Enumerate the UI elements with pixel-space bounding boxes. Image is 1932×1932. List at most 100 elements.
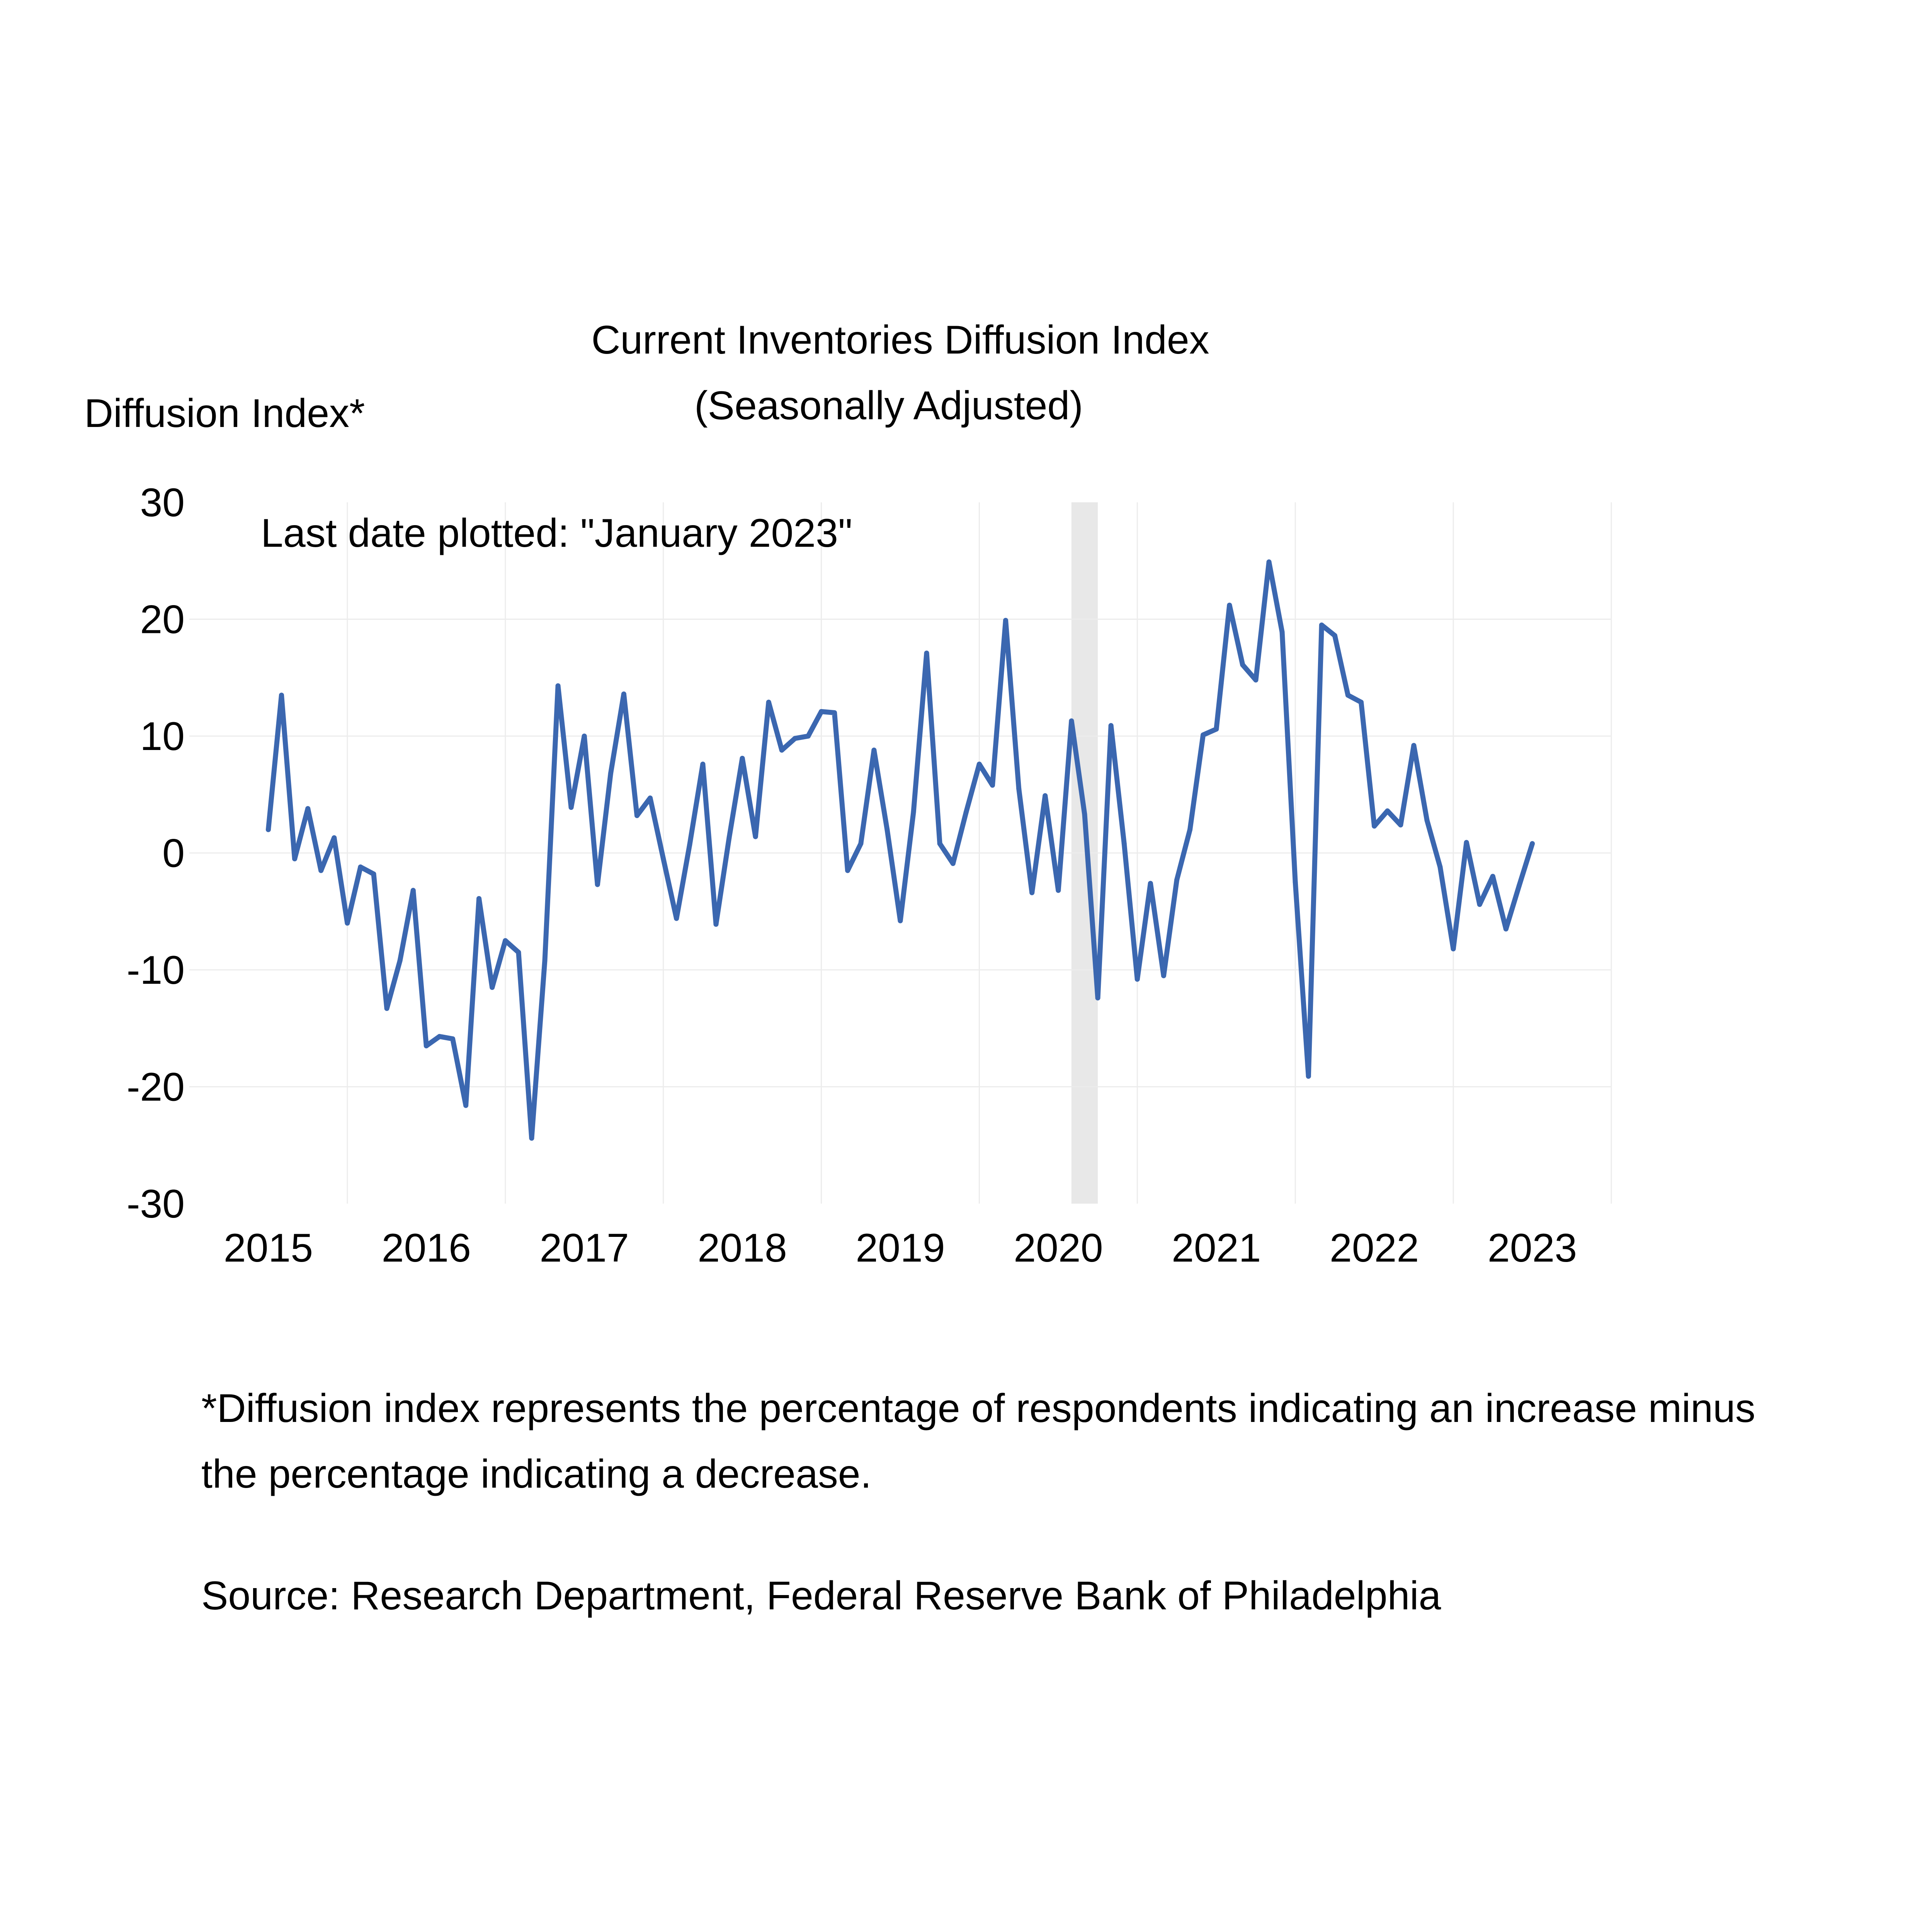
- data-point: [1490, 874, 1495, 879]
- data-point: [898, 918, 903, 923]
- data-point: [292, 856, 298, 862]
- data-point: [582, 733, 587, 739]
- data-point: [845, 868, 850, 873]
- chart-subtitle: (Seasonally Adjusted): [694, 383, 1083, 428]
- data-point: [1016, 786, 1022, 791]
- last-date-annotation: Last date plotted: "January 2023": [261, 511, 852, 556]
- data-point: [911, 810, 916, 815]
- data-point: [437, 1034, 442, 1039]
- y-tick-label: -20: [127, 1065, 185, 1110]
- data-point: [1464, 840, 1469, 845]
- y-tick-label: -10: [127, 948, 185, 993]
- data-point: [1411, 743, 1417, 748]
- data-point: [265, 827, 271, 832]
- data-point: [542, 958, 548, 963]
- data-point: [963, 810, 969, 815]
- data-point: [1398, 822, 1403, 828]
- y-axis-ticks: 30 20 10 0 -10 -20 -30: [127, 480, 185, 1226]
- data-point: [1148, 881, 1153, 886]
- data-point: [1227, 602, 1232, 608]
- data-point: [450, 1036, 455, 1041]
- data-point: [753, 834, 758, 839]
- data-point: [332, 835, 337, 840]
- data-point: [1503, 926, 1509, 932]
- data-point: [1134, 976, 1140, 982]
- data-point: [674, 916, 679, 921]
- data-point: [792, 736, 798, 741]
- data-point: [345, 920, 350, 926]
- data-point: [1424, 818, 1430, 823]
- x-tick-label: 2022: [1330, 1226, 1419, 1270]
- data-point: [1174, 877, 1180, 883]
- data-point: [819, 709, 824, 714]
- data-point: [1306, 1073, 1311, 1079]
- data-point: [595, 882, 600, 887]
- x-tick-label: 2020: [1014, 1226, 1103, 1270]
- data-point: [1043, 793, 1048, 798]
- data-point: [648, 795, 653, 801]
- data-point: [1517, 883, 1522, 888]
- data-points: [265, 559, 1535, 1141]
- data-point: [476, 896, 482, 901]
- data-point: [608, 771, 613, 776]
- data-point: [924, 650, 929, 656]
- data-point: [423, 1043, 429, 1049]
- data-point: [1437, 864, 1443, 870]
- y-tick-label: 0: [162, 831, 185, 876]
- data-point: [1029, 890, 1035, 895]
- data-point: [1240, 662, 1245, 667]
- y-tick-label: -30: [127, 1182, 185, 1226]
- data-point: [1530, 841, 1535, 846]
- data-point: [1082, 812, 1087, 817]
- data-point: [990, 782, 995, 788]
- data-point: [661, 856, 666, 862]
- x-tick-label: 2019: [855, 1226, 945, 1270]
- x-tick-label: 2016: [382, 1226, 471, 1270]
- y-axis-label: Diffusion Index*: [84, 391, 365, 436]
- data-point: [884, 827, 890, 832]
- data-point: [950, 861, 956, 866]
- data-point: [279, 692, 284, 698]
- gridlines: [189, 502, 1612, 1204]
- data-point: [1279, 629, 1285, 635]
- x-axis-ticks: 2015 2016 2017 2018 2019 2020 2021 2022 2023: [224, 1226, 1577, 1270]
- data-point: [1477, 902, 1482, 907]
- data-point: [1161, 973, 1166, 978]
- data-point: [726, 835, 732, 840]
- x-tick-label: 2023: [1488, 1226, 1577, 1270]
- data-point: [976, 762, 982, 767]
- data-point: [1345, 692, 1350, 698]
- data-point: [397, 958, 403, 963]
- source-note: Source: Research Department, Federal Res…: [201, 1573, 1441, 1618]
- data-point: [1201, 732, 1206, 738]
- data-point: [740, 756, 745, 761]
- chart-title: Current Inventories Diffusion Index: [591, 318, 1209, 362]
- data-point: [806, 733, 811, 739]
- data-point: [937, 841, 942, 846]
- data-point: [358, 864, 363, 870]
- y-tick-label: 10: [140, 714, 185, 759]
- data-point: [1069, 718, 1074, 724]
- data-point: [555, 683, 561, 689]
- data-point: [700, 762, 706, 767]
- data-point: [621, 691, 626, 697]
- data-point: [634, 813, 639, 818]
- data-point: [1003, 618, 1009, 623]
- data-point: [713, 922, 719, 927]
- data-point: [1372, 823, 1377, 829]
- data-point: [871, 747, 877, 753]
- data-point: [410, 888, 416, 893]
- data-point: [529, 1136, 534, 1141]
- data-point: [1187, 827, 1193, 832]
- data-point: [766, 699, 771, 705]
- data-point: [1332, 633, 1337, 638]
- data-point: [490, 985, 495, 990]
- x-tick-label: 2021: [1172, 1226, 1261, 1270]
- data-point: [687, 842, 692, 847]
- data-point: [1056, 888, 1061, 893]
- data-point: [371, 871, 376, 877]
- data-point: [832, 710, 837, 715]
- data-point: [1319, 622, 1324, 628]
- data-point: [305, 806, 311, 811]
